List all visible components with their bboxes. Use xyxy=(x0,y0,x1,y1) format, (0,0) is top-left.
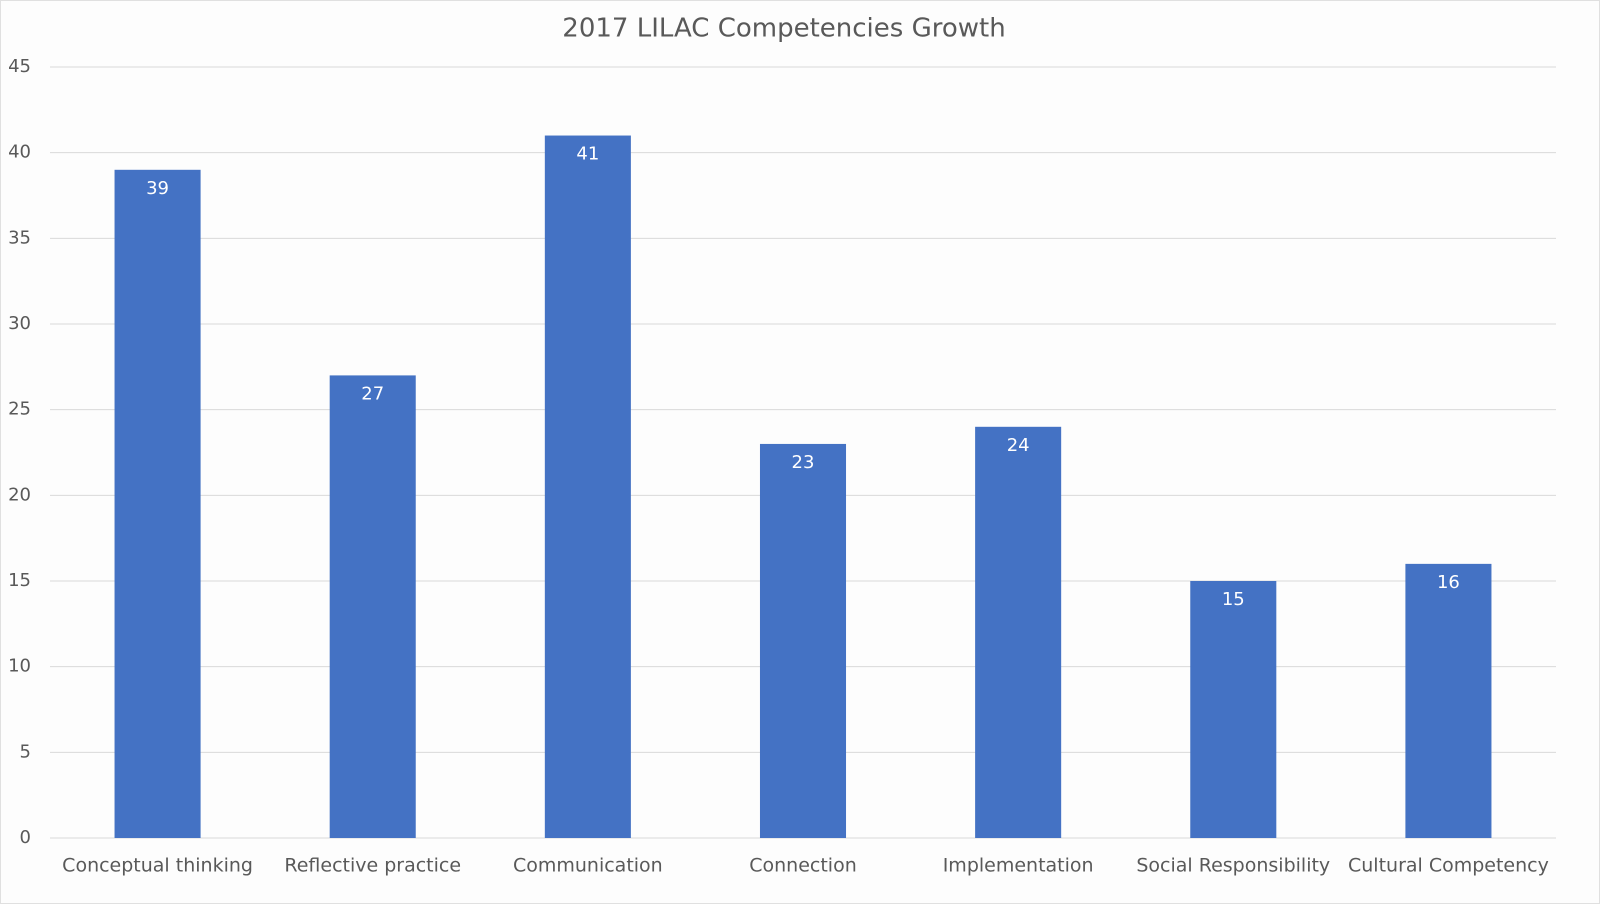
x-tick-label: Communication xyxy=(513,855,663,877)
y-tick-label: 35 xyxy=(8,227,31,248)
value-label: 15 xyxy=(1222,589,1245,610)
bar xyxy=(114,169,201,839)
value-label: 41 xyxy=(576,144,599,165)
y-tick-label: 25 xyxy=(8,399,31,420)
bar xyxy=(975,426,1062,838)
x-tick-label: Reflective practice xyxy=(284,855,461,877)
bar xyxy=(1405,563,1492,838)
value-label: 16 xyxy=(1437,572,1460,593)
x-tick-label: Conceptual thinking xyxy=(62,855,253,877)
x-tick-label: Cultural Competency xyxy=(1348,855,1549,877)
value-label: 39 xyxy=(146,178,169,199)
y-tick-label: 10 xyxy=(8,656,31,677)
y-tick-label: 0 xyxy=(20,827,31,848)
x-tick-label: Connection xyxy=(749,855,857,877)
value-label: 23 xyxy=(792,452,815,473)
x-tick-label: Social Responsibility xyxy=(1136,855,1330,877)
y-tick-label: 40 xyxy=(8,142,31,163)
chart-title: 2017 LILAC Competencies Growth xyxy=(562,14,1005,44)
y-tick-label: 15 xyxy=(8,570,31,591)
value-label: 24 xyxy=(1007,435,1030,456)
bar xyxy=(1190,581,1277,838)
y-tick-label: 20 xyxy=(8,484,31,505)
y-tick-label: 45 xyxy=(8,56,31,77)
bar xyxy=(759,443,847,838)
y-tick-label: 5 xyxy=(20,741,31,762)
bar xyxy=(544,135,631,839)
value-label: 27 xyxy=(361,383,384,404)
bar xyxy=(329,375,416,838)
y-tick-label: 30 xyxy=(8,313,31,334)
x-tick-label: Implementation xyxy=(943,855,1094,877)
